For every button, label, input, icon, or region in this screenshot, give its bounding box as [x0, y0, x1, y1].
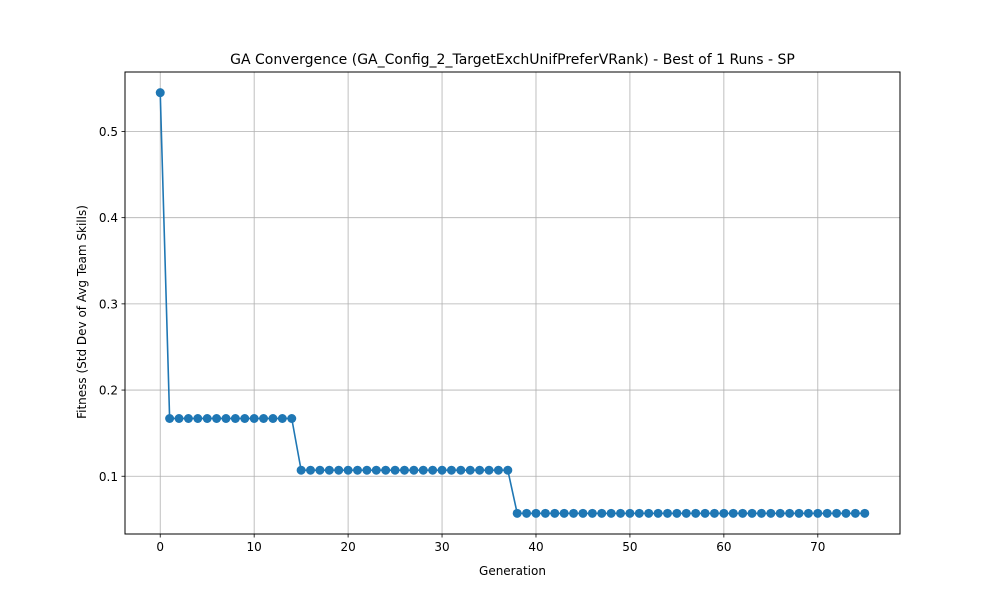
data-point: [540, 508, 550, 518]
data-point: [653, 508, 663, 518]
data-point: [559, 508, 569, 518]
data-point: [794, 508, 804, 518]
data-point: [277, 414, 287, 423]
data-point: [512, 508, 522, 518]
data-point: [296, 465, 306, 475]
y-tick-label: 0.4: [99, 211, 118, 225]
data-point: [803, 508, 813, 518]
y-axis-label: Fitness (Std Dev of Avg Team Skills): [75, 205, 89, 419]
data-point: [240, 414, 250, 423]
data-point: [822, 508, 832, 518]
data-point: [672, 508, 682, 518]
data-point: [193, 414, 203, 423]
x-tick-label: 70: [810, 540, 825, 554]
data-point: [832, 508, 842, 518]
data-point: [465, 465, 475, 475]
data-point: [747, 508, 757, 518]
data-point: [616, 508, 626, 518]
data-point: [315, 465, 325, 475]
data-point: [409, 465, 419, 475]
x-tick-label: 60: [716, 540, 731, 554]
data-point: [390, 465, 400, 475]
plot-frame: [124, 71, 901, 535]
data-point: [691, 508, 701, 518]
data-point: [531, 508, 541, 518]
data-point: [456, 465, 466, 475]
y-tick-label: 0.5: [99, 125, 118, 139]
data-point: [165, 414, 175, 423]
data-point: [841, 508, 851, 518]
data-point: [644, 508, 654, 518]
grid-lines: [125, 72, 900, 534]
y-tick-label: 0.3: [99, 297, 118, 311]
data-point: [268, 414, 278, 423]
data-point: [578, 508, 588, 518]
data-point: [728, 508, 738, 518]
data-point: [353, 465, 362, 475]
x-axis-label: Generation: [479, 564, 546, 578]
data-point: [709, 508, 719, 518]
data-point: [362, 465, 372, 475]
data-point: [503, 465, 513, 475]
data-point: [766, 508, 776, 518]
data-point: [475, 465, 485, 475]
data-point: [681, 508, 691, 518]
series-line-group: [155, 88, 870, 518]
data-point: [249, 414, 259, 423]
data-point: [785, 508, 795, 518]
data-point: [212, 414, 222, 423]
x-tick-label: 40: [528, 540, 543, 554]
data-point: [850, 508, 860, 518]
data-point: [813, 508, 823, 518]
y-tick-label: 0.2: [99, 384, 118, 398]
data-point: [606, 508, 616, 518]
data-point: [625, 508, 635, 518]
data-point: [287, 414, 297, 423]
data-point: [493, 465, 503, 475]
data-point: [221, 414, 231, 423]
data-point: [597, 508, 607, 518]
data-point: [381, 465, 391, 475]
data-point: [663, 508, 672, 518]
y-tick-label: 0.1: [99, 470, 118, 484]
data-point: [306, 465, 316, 475]
chart-title: GA Convergence (GA_Config_2_TargetExchUn…: [230, 52, 795, 68]
x-tick-label: 0: [156, 540, 164, 554]
data-point: [324, 465, 334, 475]
data-point: [437, 465, 447, 475]
data-point: [738, 508, 748, 518]
data-point: [202, 414, 212, 423]
axis-ticks: 0 10 20 30 40 50 60 70 0.1 0.2 0.3 0.4 0.5: [99, 125, 826, 554]
data-point: [230, 414, 240, 423]
data-point: [569, 508, 579, 518]
data-point: [446, 465, 456, 475]
data-point: [371, 465, 381, 475]
data-point: [428, 465, 438, 475]
data-point: [775, 508, 785, 518]
data-point: [174, 414, 184, 423]
data-point: [259, 414, 269, 423]
data-point: [587, 508, 597, 518]
data-point: [399, 465, 409, 475]
data-point: [334, 465, 344, 475]
series-line: [159, 92, 865, 515]
x-tick-label: 10: [247, 540, 262, 554]
data-point: [183, 414, 193, 423]
data-point: [756, 508, 766, 518]
data-point: [418, 465, 428, 475]
data-point: [634, 508, 644, 518]
data-point: [719, 508, 729, 518]
data-point: [522, 508, 532, 518]
x-tick-label: 50: [622, 540, 637, 554]
data-point: [484, 465, 494, 475]
x-tick-label: 20: [340, 540, 355, 554]
data-point: [860, 508, 870, 518]
x-tick-label: 30: [434, 540, 449, 554]
data-point: [700, 508, 710, 518]
data-point: [550, 508, 560, 518]
data-point: [155, 88, 165, 98]
data-point: [343, 465, 353, 475]
